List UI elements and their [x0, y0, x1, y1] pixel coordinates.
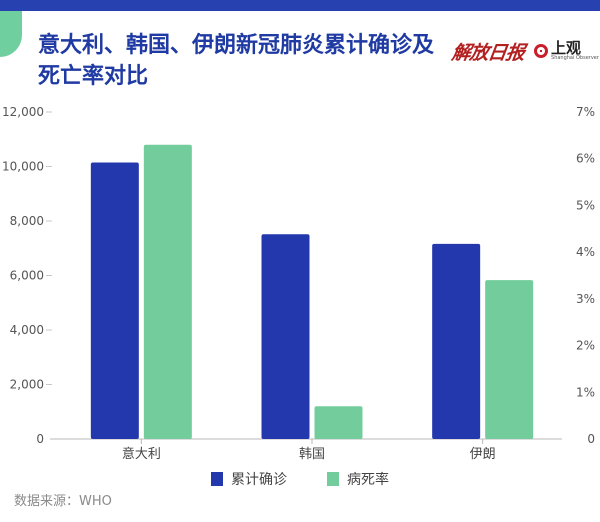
x-axis-category-label: 韩国 [299, 447, 325, 462]
shanghai-observer-ring-icon [534, 44, 549, 58]
left-axis-tick-label: 4,000 [10, 323, 44, 337]
shanghai-observer-name: 上观 [551, 39, 582, 57]
data-source-note: 数据来源：WHO [14, 494, 112, 509]
chart-title: 意大利、韩国、伊朗新冠肺炎累计确诊及死亡率对比 [38, 33, 435, 89]
left-axis-tick-label: 10,000 [2, 160, 44, 174]
bar-confirmed [432, 243, 481, 439]
legend-label-confirmed: 累计确诊 [231, 472, 287, 488]
shanghai-observer-logo: 上观 Shanghai Observer [534, 41, 599, 61]
x-axis-category-label: 伊朗 [470, 447, 496, 462]
right-axis-tick-label: 0 [587, 432, 595, 446]
legend-item-fatality: 病死率 [327, 469, 389, 489]
top-accent-bar [0, 0, 600, 11]
right-axis-tick-label: 4% [576, 245, 595, 259]
corner-accent-shape [0, 11, 22, 57]
x-axis-category-label: 意大利 [122, 446, 161, 462]
left-axis-tick-label: 12,000 [2, 105, 44, 119]
left-axis-tick-label: 6,000 [10, 269, 44, 283]
bar-confirmed [90, 162, 139, 439]
right-axis-tick-label: 7% [576, 105, 595, 119]
right-axis-tick-label: 2% [576, 339, 595, 353]
right-axis-tick-label: 3% [576, 292, 595, 306]
legend-swatch-confirmed [211, 472, 223, 486]
bar-confirmed [261, 234, 310, 439]
bar-fatality [314, 406, 363, 439]
left-axis-tick-label: 8,000 [10, 214, 44, 228]
legend-item-confirmed: 累计确诊 [211, 469, 287, 489]
left-axis-tick-label: 0 [36, 432, 44, 446]
shanghai-observer-english: Shanghai Observer [551, 55, 599, 61]
bar-fatality [143, 144, 192, 439]
legend-swatch-fatality [327, 472, 339, 486]
left-axis-tick-label: 2,000 [10, 378, 44, 392]
publisher-logos: 解放日报 上观 Shanghai Observer [450, 36, 599, 66]
chart-legend: 累计确诊 病死率 [0, 469, 600, 489]
right-axis-tick-label: 5% [576, 198, 595, 212]
right-axis-tick-label: 1% [576, 385, 595, 399]
bar-fatality [485, 280, 534, 439]
right-axis-tick-label: 6% [576, 152, 595, 166]
legend-label-fatality: 病死率 [347, 472, 389, 488]
